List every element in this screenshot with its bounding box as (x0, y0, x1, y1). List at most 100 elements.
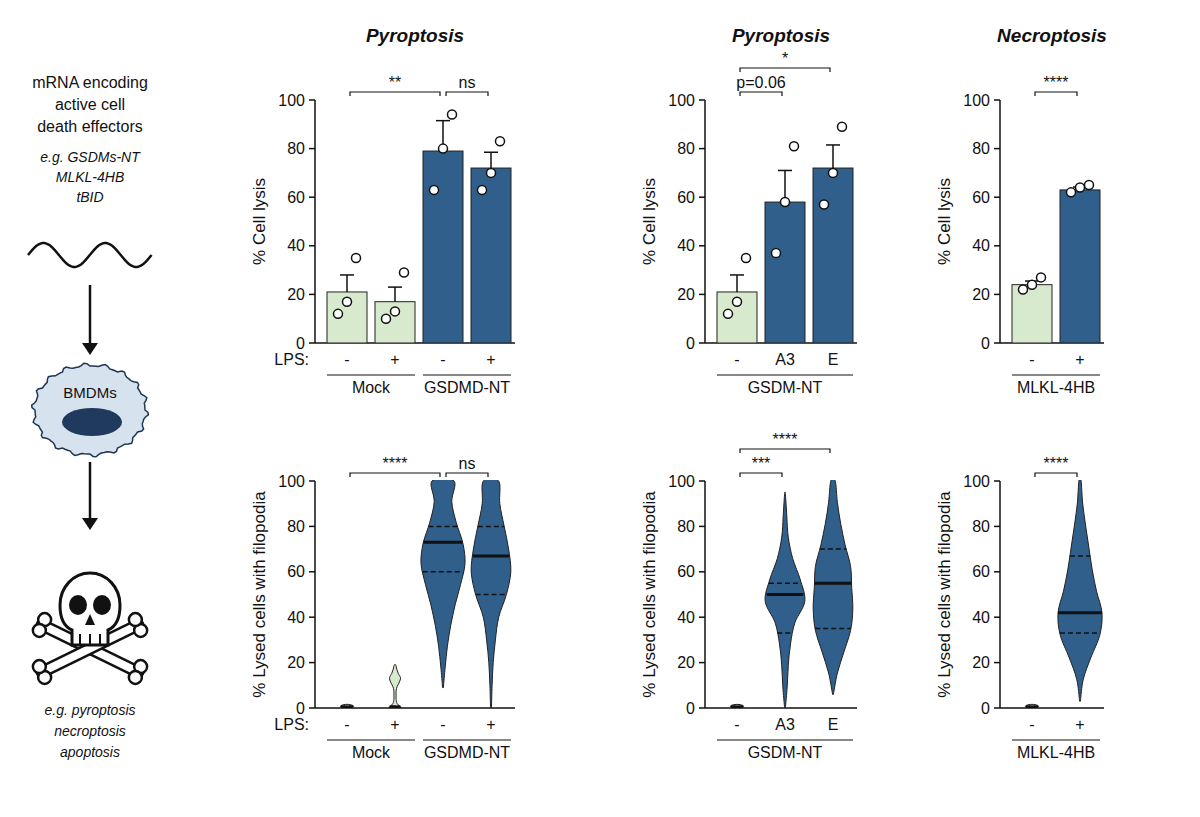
y-tick-label: 60 (677, 563, 695, 580)
data-point (400, 268, 409, 277)
y-axis-title: % Lysed cells with filopodia (250, 491, 269, 698)
bar (375, 302, 415, 343)
y-tick (994, 245, 1000, 247)
y-tick (699, 196, 705, 198)
y-tick (994, 294, 1000, 296)
error-bar (490, 152, 492, 168)
data-point (334, 309, 343, 318)
group-label: MLKL-4HB (1017, 744, 1095, 761)
error-cap (436, 120, 450, 122)
bar (1012, 285, 1052, 343)
x-tick-label: E (828, 351, 839, 368)
y-tick-label: 20 (287, 654, 305, 671)
y-axis-title: % Cell lysis (250, 178, 269, 265)
data-point (496, 137, 505, 146)
x-tick-label: - (344, 351, 349, 368)
arrow-head (82, 343, 98, 355)
y-axis-title: % Lysed cells with filopodia (935, 491, 954, 698)
violin (388, 664, 401, 708)
marks (340, 480, 510, 708)
y-tick-label: 40 (972, 237, 990, 254)
y-tick-label: 20 (677, 654, 695, 671)
bar (765, 202, 805, 343)
y-axis-title: % Cell lysis (935, 178, 954, 265)
y-axis (999, 100, 1001, 343)
data-point (724, 309, 733, 318)
y-tick-label: 80 (972, 518, 990, 535)
y-tick (699, 571, 705, 573)
marks (327, 110, 511, 343)
x-tick-label: - (440, 351, 445, 368)
y-tick-label: 100 (963, 92, 990, 109)
cell (32, 363, 149, 456)
nucleus (62, 408, 122, 436)
panel-title: Pyroptosis (732, 25, 830, 46)
violin-quartile (769, 582, 801, 584)
violin-median (1058, 611, 1102, 614)
group-label: MLKL-4HB (1017, 379, 1095, 396)
significance-bracket (1035, 92, 1077, 96)
y-tick-label: 20 (287, 286, 305, 303)
data-point (430, 185, 439, 194)
violin-quartile (428, 526, 457, 528)
y-axis (314, 481, 316, 708)
y-axis (314, 100, 316, 343)
significance-bracket (446, 473, 488, 477)
violin-quartile (423, 571, 464, 573)
bar (813, 168, 853, 343)
y-tick (309, 294, 315, 296)
bar (1060, 190, 1100, 343)
y-tick (994, 616, 1000, 618)
data-point (838, 122, 847, 131)
significance-label: **** (1044, 74, 1069, 91)
y-tick (994, 662, 1000, 664)
x-tick-label: + (486, 716, 495, 733)
y-tick (309, 245, 315, 247)
bone-knob (33, 624, 46, 637)
y-tick (994, 99, 1000, 101)
significance-label: * (782, 50, 788, 67)
schematic-outcome: apoptosis (60, 744, 120, 760)
skull-eye (69, 595, 87, 615)
cell-label: BMDMs (63, 384, 116, 401)
schematic-text: death effectors (37, 118, 143, 135)
group-label: Mock (352, 379, 391, 396)
violin-quartile (732, 707, 742, 708)
y-axis-title: % Lysed cells with filopodia (640, 491, 659, 698)
y-tick (994, 707, 1000, 709)
y-tick-label: 20 (972, 286, 990, 303)
arrow-head (82, 518, 98, 530)
x-tick-label: + (390, 716, 399, 733)
x-tick-label: + (486, 351, 495, 368)
y-tick-label: 60 (287, 563, 305, 580)
significance-label: **** (773, 431, 798, 448)
significance-bracket (350, 92, 440, 96)
skull-tooth (99, 634, 101, 645)
group-line (717, 739, 853, 740)
y-tick-label: 80 (677, 518, 695, 535)
y-tick (309, 196, 315, 198)
y-tick-label: 40 (677, 237, 695, 254)
y-tick-label: 40 (677, 609, 695, 626)
group-line (423, 374, 511, 375)
violin-median (767, 593, 804, 596)
y-tick (994, 148, 1000, 150)
data-point (781, 198, 790, 207)
violin (1025, 704, 1038, 708)
significance-bracket (740, 449, 830, 453)
y-tick (309, 480, 315, 482)
y-tick-label: 100 (278, 92, 305, 109)
significance-label: ns (459, 455, 476, 472)
y-tick (699, 294, 705, 296)
violin-quartile (1026, 705, 1039, 707)
group-line (1012, 374, 1100, 375)
group-label: GSDMD-NT (424, 379, 510, 396)
y-tick (699, 526, 705, 528)
significance-label: *** (752, 455, 771, 472)
data-point (439, 144, 448, 153)
violin-quartile (815, 628, 851, 630)
violin-median (815, 582, 852, 585)
violin-quartile (731, 705, 744, 707)
x-tick-label: - (344, 716, 349, 733)
error-cap (730, 274, 744, 276)
